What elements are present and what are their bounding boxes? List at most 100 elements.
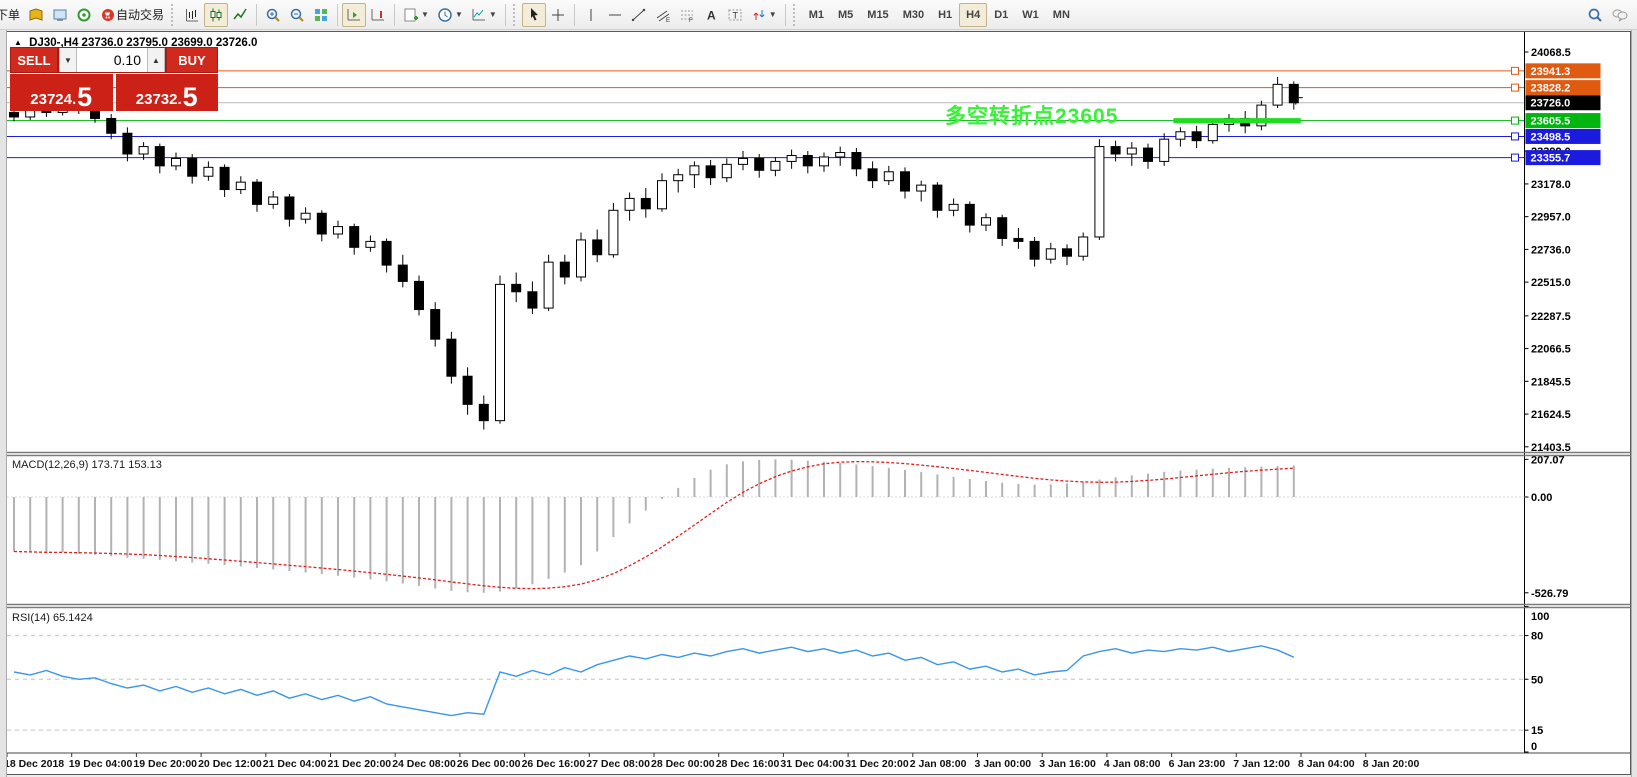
text-button[interactable]: A [699, 3, 723, 27]
candle-body [608, 209, 619, 256]
text-label-button[interactable]: T [723, 3, 747, 27]
candle-body [640, 197, 651, 210]
toolbar-separator [394, 3, 396, 26]
fibonacci-icon: F [679, 7, 695, 23]
candle-body [819, 156, 829, 167]
data-window-button[interactable] [48, 3, 72, 27]
candle-body [1143, 147, 1153, 162]
autotrading-icon [100, 7, 116, 23]
candle-body [916, 184, 927, 192]
symbol-period-label: DJ30-,H4 [29, 37, 79, 49]
toolbar-grip[interactable] [512, 3, 519, 26]
axis-tick-label: 22066.5 [1531, 344, 1571, 356]
sell-price[interactable]: 23724. 5 [10, 74, 113, 111]
trendline-icon [631, 7, 647, 23]
rsi-indicator-label: RSI(14) 65.1424 [12, 612, 93, 624]
search-button[interactable] [1583, 3, 1607, 27]
timeframe-m1[interactable]: M1 [802, 3, 831, 27]
strategy-navigator-button[interactable] [72, 3, 96, 27]
market-watch-icon [28, 7, 44, 23]
timeframe-m15[interactable]: M15 [860, 3, 895, 27]
timeframe-m30[interactable]: M30 [896, 3, 931, 27]
equidistant-channel-button[interactable]: E [651, 3, 675, 27]
time-label: 28 Dec 16:00 [716, 758, 780, 770]
sell-button[interactable]: SELL [10, 47, 58, 73]
timeframe-mn[interactable]: MN [1046, 3, 1077, 27]
macd-axis-label: -526.79 [1531, 588, 1568, 600]
candle-body [1062, 248, 1072, 257]
toolbar-grip[interactable] [792, 3, 799, 26]
volume-input[interactable]: 0.10 [77, 48, 147, 72]
volume-increase-button[interactable]: ▲ [147, 48, 165, 72]
line-chart-button[interactable] [228, 3, 252, 27]
time-label: 3 Jan 16:00 [1039, 758, 1096, 770]
new-chart-button[interactable]: ▼ [399, 3, 433, 27]
timeframe-w1[interactable]: W1 [1015, 3, 1046, 27]
toolbar-separator [337, 3, 339, 26]
rsi-axis-label: 80 [1531, 631, 1543, 643]
candle-body [948, 203, 959, 211]
broadcast-icon [76, 7, 92, 23]
horizontal-line-icon [607, 7, 623, 23]
periods-button[interactable]: ▼ [433, 3, 467, 27]
trendline-button[interactable] [627, 3, 651, 27]
candle-body [721, 163, 732, 179]
chart-annotation: 多空转折点23605 [945, 105, 1119, 128]
auto-scroll-button[interactable] [342, 2, 367, 27]
candle-body [171, 157, 181, 167]
timeframe-d1[interactable]: D1 [987, 3, 1015, 27]
time-label: 31 Dec 20:00 [845, 758, 909, 770]
buy-price[interactable]: 23732. 5 [115, 74, 218, 111]
rsi-axis-label: 50 [1531, 674, 1543, 686]
time-label: 8 Jan 20:00 [1363, 758, 1420, 770]
vertical-line-button[interactable] [579, 3, 603, 27]
svg-text:A: A [707, 8, 716, 22]
candle-body [900, 171, 910, 192]
candle-body [203, 166, 214, 177]
market-watch-button[interactable] [24, 3, 48, 27]
price-badge-label: 23726.0 [1531, 98, 1571, 110]
time-label: 18 Dec 2018 [4, 758, 64, 770]
tile-windows-button[interactable] [309, 3, 333, 27]
candle-body [1126, 147, 1137, 155]
candlestick-chart-button[interactable] [204, 2, 229, 27]
arrows-button[interactable]: ▼ [747, 3, 781, 27]
collapse-trade-panel-button[interactable]: ▲ [14, 38, 22, 47]
rsi-value: 65.1424 [52, 612, 93, 624]
time-label: 21 Dec 04:00 [263, 758, 327, 770]
candle-body [867, 168, 878, 182]
main-toolbar: 下单 自动交易 ▼ ▼ ▼ E F A T ▼ [0, 0, 1637, 30]
price-badge [1525, 128, 1601, 144]
timeframe-h1[interactable]: H1 [931, 3, 959, 27]
candle-body [365, 240, 376, 248]
time-label: 6 Jan 23:00 [1169, 758, 1226, 770]
candle-body [689, 165, 700, 176]
candle-body [1078, 236, 1089, 257]
new-order-button[interactable]: 下单 [0, 3, 24, 27]
crosshair-button[interactable] [546, 3, 570, 27]
horizontal-line-button[interactable] [603, 3, 627, 27]
chat-button[interactable] [1607, 3, 1633, 27]
fibonacci-button[interactable]: F [675, 3, 699, 27]
zoom-in-button[interactable] [261, 3, 285, 27]
autotrading-button[interactable]: 自动交易 [96, 3, 168, 27]
toolbar-grip[interactable] [171, 3, 177, 26]
indicators-button[interactable]: ▼ [467, 3, 501, 27]
timeframe-h4[interactable]: H4 [959, 2, 988, 27]
bar-chart-button[interactable] [180, 3, 204, 27]
candle-body [964, 203, 975, 226]
axis-tick-label: 23178.0 [1531, 179, 1571, 191]
axis-tick-label: 22515.0 [1531, 277, 1571, 289]
chart-window-border [6, 31, 1631, 775]
time-label: 20 Dec 12:00 [198, 758, 262, 770]
timeframe-m5[interactable]: M5 [831, 3, 860, 27]
candle-body [333, 226, 343, 235]
volume-decrease-button[interactable]: ▼ [59, 48, 77, 72]
zoom-out-button[interactable] [285, 3, 309, 27]
axis-tick-label: 22287.5 [1531, 311, 1571, 323]
chart-shift-button[interactable] [366, 3, 390, 27]
cursor-button[interactable] [521, 2, 546, 27]
candle-body [478, 403, 489, 422]
buy-button[interactable]: BUY [166, 47, 218, 73]
